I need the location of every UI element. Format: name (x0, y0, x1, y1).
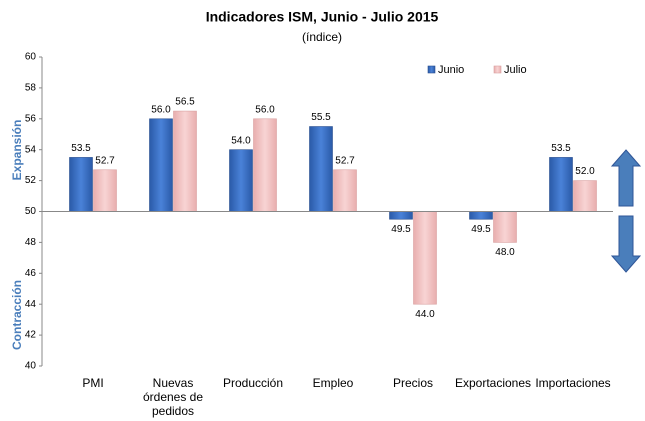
bar (469, 211, 493, 220)
data-label: 56.0 (151, 104, 171, 115)
chart-title: Indicadores ISM, Junio - Julio 2015 (206, 9, 439, 25)
bar (69, 157, 93, 212)
x-tick-label: Producción (222, 376, 284, 390)
bar (309, 126, 333, 212)
y-tick-label: 40 (25, 361, 37, 372)
y-tick-label: 54 (25, 144, 37, 155)
bar (389, 211, 413, 220)
x-tick-label: Precios (392, 376, 433, 390)
bar (413, 211, 437, 305)
y-tick-label: 50 (25, 206, 37, 217)
x-tick-label: Nuevas órdenes de pedidos (142, 376, 204, 418)
data-label: 52.7 (335, 155, 355, 166)
y-tick-label: 44 (25, 299, 37, 310)
y-tick-label: 58 (25, 83, 37, 94)
data-label: 49.5 (391, 224, 411, 235)
data-label: 48.0 (495, 247, 515, 258)
bar (573, 180, 597, 212)
x-tick-label: Importaciones (535, 376, 611, 390)
legend-swatch (427, 65, 436, 74)
bar (173, 110, 197, 212)
data-label: 56.5 (175, 97, 195, 108)
data-label: 53.5 (71, 143, 91, 154)
bar (333, 169, 357, 212)
y-tick-label: 60 (25, 52, 37, 63)
data-label: 53.5 (551, 143, 571, 154)
y-tick-label: 52 (25, 175, 37, 186)
bar (493, 211, 517, 243)
data-label: 52.0 (575, 166, 595, 177)
axis-annotation: Expansión (10, 120, 24, 181)
data-label: 52.7 (95, 155, 115, 166)
bar (149, 118, 173, 212)
legend-label: Julio (504, 64, 527, 76)
up-arrow (610, 149, 642, 207)
bar (549, 157, 573, 212)
x-tick-label: PMI (82, 376, 104, 390)
y-tick-label: 42 (25, 330, 37, 341)
data-label: 44.0 (415, 309, 435, 320)
y-tick-label: 46 (25, 268, 37, 279)
bar (93, 169, 117, 212)
x-tick-label: Exportaciones (454, 376, 532, 390)
data-label: 56.0 (255, 104, 275, 115)
chart-subtitle: (índice) (302, 30, 342, 44)
data-label: 55.5 (311, 112, 331, 123)
bar (253, 118, 277, 212)
down-arrow (610, 215, 642, 273)
data-label: 49.5 (471, 224, 491, 235)
y-tick-label: 48 (25, 237, 37, 248)
data-label: 54.0 (231, 135, 251, 146)
y-tick-label: 56 (25, 113, 37, 124)
legend-swatch (493, 65, 502, 74)
bar (229, 149, 253, 212)
x-tick-label: Empleo (312, 376, 354, 390)
axis-annotation: Contracción (10, 280, 24, 350)
legend-label: Junio (438, 64, 464, 76)
